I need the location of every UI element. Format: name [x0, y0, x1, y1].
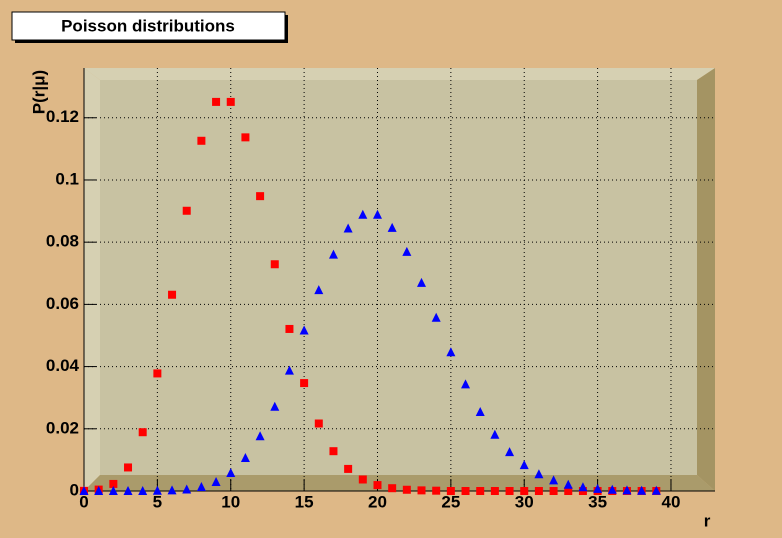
marker [167, 485, 177, 495]
marker [475, 406, 485, 416]
marker [358, 475, 367, 484]
marker [490, 487, 499, 495]
marker [285, 324, 294, 333]
x-tick-label: 0 [79, 492, 88, 511]
marker [578, 482, 588, 492]
marker [461, 379, 471, 389]
marker [388, 484, 397, 493]
marker [226, 467, 236, 477]
marker [446, 347, 456, 357]
marker [534, 487, 543, 495]
y-tick-label: 0.06 [46, 294, 79, 313]
marker [490, 429, 500, 439]
marker [138, 486, 148, 495]
marker [241, 133, 250, 142]
marker [564, 487, 573, 495]
marker [108, 486, 118, 495]
marker [432, 486, 441, 495]
y-tick-label: 0.12 [46, 107, 79, 126]
marker [182, 206, 191, 215]
marker [637, 485, 647, 495]
x-tick-label: 30 [515, 492, 534, 511]
marker [476, 487, 485, 495]
x-tick-label: 20 [368, 492, 387, 511]
marker [255, 431, 265, 441]
marker [622, 485, 632, 495]
y-tick-label: 0.04 [46, 356, 80, 375]
marker [109, 479, 118, 488]
marker [270, 260, 279, 269]
marker [94, 486, 104, 495]
marker [314, 285, 324, 295]
marker [270, 401, 280, 411]
marker [358, 209, 368, 219]
marker [461, 487, 470, 495]
frame-floor [84, 475, 715, 491]
marker [138, 428, 147, 437]
marker [124, 463, 133, 472]
marker [123, 486, 133, 495]
marker [607, 484, 617, 494]
x-axis-label: r [704, 511, 711, 530]
marker [549, 487, 558, 495]
marker [284, 365, 294, 375]
x-tick-label: 5 [153, 492, 162, 511]
chart-title: Poisson distributions [61, 16, 235, 35]
x-tick-label: 40 [662, 492, 681, 511]
marker [505, 447, 515, 457]
marker [79, 486, 89, 495]
marker [300, 379, 309, 388]
marker [153, 369, 162, 378]
marker [563, 479, 573, 489]
frame-right [697, 68, 715, 491]
y-tick-label: 0.08 [46, 232, 79, 251]
marker [240, 453, 250, 463]
marker [182, 484, 192, 494]
marker [372, 209, 382, 219]
marker [402, 246, 412, 256]
marker [329, 447, 338, 456]
x-tick-label: 35 [588, 492, 607, 511]
marker [226, 97, 235, 106]
marker [519, 460, 529, 470]
marker [152, 485, 162, 495]
y-tick-label: 0.1 [55, 169, 79, 188]
marker [417, 277, 427, 287]
x-tick-label: 25 [441, 492, 460, 511]
y-axis-label: P(r|μ) [29, 70, 48, 114]
frame-back [100, 80, 697, 475]
marker [417, 486, 426, 495]
marker [651, 485, 661, 495]
x-tick-label: 15 [295, 492, 314, 511]
marker [387, 222, 397, 232]
marker [314, 419, 323, 428]
marker [549, 475, 559, 485]
marker [520, 487, 529, 495]
y-tick-label: 0.02 [46, 418, 79, 437]
y-tick-label: 0 [70, 480, 79, 499]
marker [344, 464, 353, 473]
frame-left [84, 68, 100, 491]
marker [343, 223, 353, 233]
marker [168, 290, 177, 299]
marker [402, 485, 411, 494]
marker [593, 483, 603, 493]
marker [505, 487, 514, 495]
marker [299, 325, 309, 335]
marker [373, 481, 382, 490]
marker [211, 476, 221, 486]
marker [431, 312, 441, 322]
frame-top [84, 68, 715, 80]
title-box [11, 11, 286, 41]
marker [534, 469, 544, 479]
marker [197, 136, 206, 145]
marker [328, 249, 338, 259]
marker [196, 481, 206, 491]
marker [212, 97, 221, 106]
x-tick-label: 10 [221, 492, 240, 511]
marker [256, 192, 265, 201]
marker [446, 487, 455, 495]
